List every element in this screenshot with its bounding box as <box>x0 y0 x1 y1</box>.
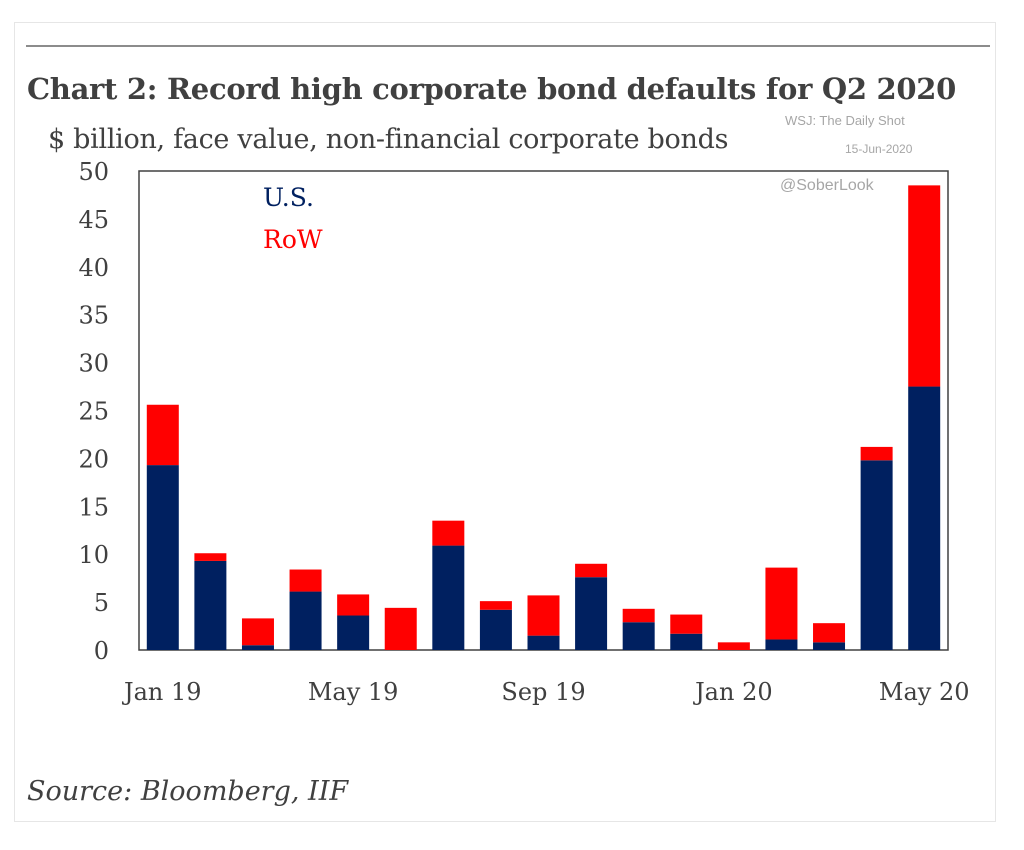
watermark-date: 15-Jun-2020 <box>845 142 913 156</box>
y-tick-label: 10 <box>78 541 109 569</box>
bar-row-11 <box>670 614 703 634</box>
x-tick-label: May 19 <box>308 678 399 706</box>
chart-subtitle: $ billion, face value, non-financial cor… <box>48 124 729 155</box>
y-tick-label: 25 <box>78 398 109 426</box>
y-tick-label: 30 <box>78 350 109 378</box>
bar-us-15 <box>860 460 893 650</box>
bar-us-16 <box>908 386 941 650</box>
plot-area: 0 5 10 15 20 25 30 35 40 45 50 Jan 19 May 19 Sep 19 Ja… <box>78 158 969 706</box>
bar-row-13 <box>765 567 798 640</box>
y-tick-label: 50 <box>78 158 109 186</box>
bar-row-15 <box>860 446 893 461</box>
bar-us-9 <box>575 577 608 650</box>
chart-title: Chart 2: Record high corporate bond defa… <box>27 72 957 106</box>
bar-us-4 <box>337 615 370 650</box>
plot-frame <box>138 170 949 651</box>
y-tick-label: 20 <box>78 445 109 473</box>
bar-row-16 <box>908 185 941 387</box>
x-tick-label: Jan 19 <box>121 678 202 706</box>
bar-us-0 <box>146 465 179 650</box>
x-tick-label: Sep 19 <box>501 678 585 706</box>
bar-row-2 <box>241 618 274 646</box>
y-tick-label: 0 <box>94 637 109 665</box>
bar-row-6 <box>432 520 465 546</box>
bar-row-0 <box>146 404 179 466</box>
bar-us-11 <box>670 633 703 650</box>
legend-row: RoW <box>263 225 323 254</box>
bar-row-1 <box>194 553 227 561</box>
bar-row-12 <box>717 642 750 650</box>
y-tick-label: 45 <box>78 206 109 234</box>
bar-us-2 <box>241 645 274 650</box>
bar-us-7 <box>479 609 512 650</box>
x-tick-label: Jan 20 <box>692 678 773 706</box>
bar-us-6 <box>432 545 465 650</box>
bar-row-8 <box>527 595 560 636</box>
bar-us-13 <box>765 639 798 650</box>
x-tick-label: May 20 <box>879 678 970 706</box>
y-tick-label: 5 <box>94 589 109 617</box>
bar-us-1 <box>194 560 227 650</box>
bar-row-14 <box>813 623 846 643</box>
y-tick-label: 40 <box>78 254 109 282</box>
y-tick-label: 35 <box>78 302 109 330</box>
bar-row-10 <box>622 608 655 623</box>
bar-row-4 <box>337 594 370 616</box>
bar-us-8 <box>527 635 560 650</box>
source-note: Source: Bloomberg, IIF <box>27 776 349 807</box>
bar-us-3 <box>289 591 322 650</box>
watermark-publisher: WSJ: The Daily Shot <box>785 113 905 128</box>
legend-us: U.S. <box>263 183 314 212</box>
header-rule <box>26 45 990 47</box>
bar-us-14 <box>813 642 846 650</box>
bar-us-10 <box>622 622 655 650</box>
bar-row-5 <box>384 607 417 650</box>
bar-row-7 <box>479 601 512 610</box>
bar-row-3 <box>289 569 322 592</box>
y-tick-label: 15 <box>78 493 109 521</box>
watermark-handle: @SoberLook <box>780 177 874 194</box>
bar-row-9 <box>575 563 608 578</box>
